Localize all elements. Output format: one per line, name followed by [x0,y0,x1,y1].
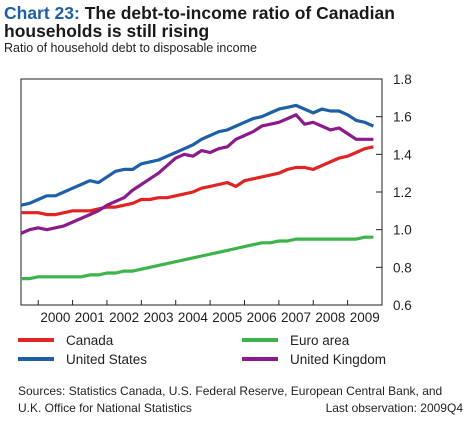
x-tick-label-2002: 2002 [109,310,139,325]
y-tick-label-0.8: 0.8 [393,260,412,275]
x-tick-label-2009: 2009 [350,310,380,325]
legend-label: United States [66,352,148,367]
legend-swatch [18,356,54,361]
chart-axes: 2000 2001 2002 2003 2004 2005 2006 2007 2008 2009… [20,72,412,325]
legend-swatch [18,337,54,342]
x-tick-label-2007: 2007 [281,310,311,325]
x-tick-label-2003: 2003 [144,310,174,325]
last-observation-note: Last observation: 2009Q4 [325,401,463,415]
legend-swatch [242,337,278,342]
x-tick-label-2005: 2005 [212,310,242,325]
plot-frame [20,78,383,306]
legend-label: Canada [66,333,114,348]
series-line-united-states [20,103,375,207]
y-tick-label-1.8: 1.8 [393,72,412,87]
chart-number: Chart 23: [4,3,80,23]
line-chart: 2000 2001 2002 2003 2004 2005 2006 2007 2008 2009… [20,72,412,325]
legend-item-euro-area: Euro area [242,333,349,348]
chart-title: Chart 23: The debt-to-income ratio of Ca… [4,4,469,40]
legend-label: United Kingdom [290,352,387,367]
legend-swatch [242,356,278,361]
legend-item-canada: Canada [18,333,113,348]
series-line-canada [21,145,374,217]
series-line-united-kingdom [20,113,374,235]
chart-subtitle: Ratio of household debt to disposable in… [4,41,257,55]
series-line-euro-area [21,235,374,281]
y-tick-label-1.0: 1.0 [393,223,412,238]
y-tick-label-0.6: 0.6 [393,298,412,313]
chart-series [20,103,375,281]
legend-label: Euro area [290,333,350,348]
chart-header: Chart 23: The debt-to-income ratio of Ca… [4,4,469,55]
legend-item-united-states: United States [18,352,147,367]
x-tick-label-2006: 2006 [247,310,277,325]
legend-item-united-kingdom: United Kingdom [242,352,386,367]
y-tick-label-1.6: 1.6 [393,110,412,125]
x-tick-label-2001: 2001 [75,310,105,325]
sources-note: Sources: Statistics Canada, U.S. Federal… [18,384,443,415]
x-tick-label-2008: 2008 [315,310,345,325]
chart-title-text: The debt-to-income ratio of Canadian hou… [4,3,395,41]
x-tick-label-2004: 2004 [178,310,209,325]
y-tick-label-1.2: 1.2 [393,185,412,200]
chart-footer: Sources: Statistics Canada, U.S. Federal… [18,383,463,417]
x-tick-label-2000: 2000 [40,310,70,325]
y-tick-label-1.4: 1.4 [393,147,412,162]
